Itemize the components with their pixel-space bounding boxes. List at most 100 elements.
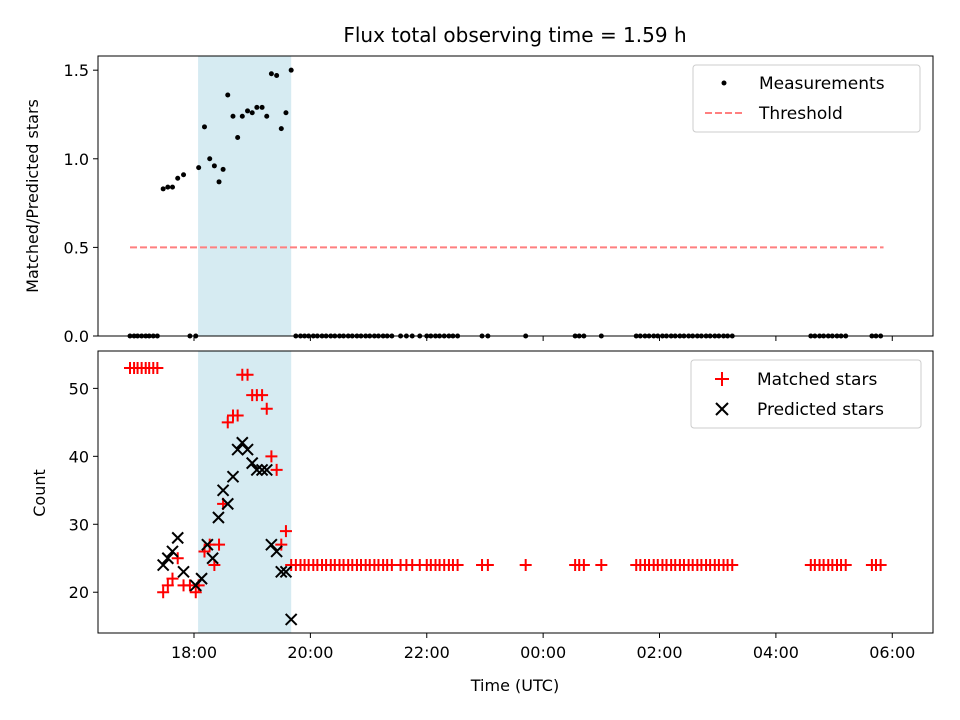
x-tick-label: 02:00: [636, 643, 682, 662]
top-y-tick-label: 0.0: [64, 327, 89, 346]
bottom-y-tick-label: 40: [69, 447, 89, 466]
matched-star-point: [265, 450, 278, 463]
x-tick-label: 04:00: [753, 643, 799, 662]
matched-star-point: [241, 368, 254, 381]
matched-star-point: [260, 402, 273, 415]
legend-marker-predicted: [715, 402, 729, 416]
predicted-star-point: [212, 511, 225, 524]
measurement-point: [230, 113, 236, 119]
legend-label-matched: Matched stars: [757, 370, 877, 390]
matched-star-point: [151, 361, 164, 374]
x-tick-label: 18:00: [171, 643, 217, 662]
measurement-point: [254, 104, 260, 110]
bottom-predicted-points: [156, 436, 298, 626]
measurement-point: [235, 135, 241, 141]
predicted-star-point: [231, 443, 244, 456]
bottom-y-tick-label: 50: [69, 379, 89, 398]
top-axis-ticks: 0.0 0.5 1.0 1.5: [64, 61, 893, 346]
measurement-point: [274, 72, 280, 78]
measurement-point: [216, 179, 222, 185]
measurement-point: [201, 124, 207, 130]
predicted-star-point: [226, 470, 240, 483]
measurement-point: [268, 71, 274, 77]
measurement-point: [211, 163, 217, 169]
matched-star-point: [157, 586, 170, 599]
measurement-point: [259, 104, 265, 110]
top-shaded-region: [198, 56, 292, 336]
measurement-point: [249, 110, 255, 116]
legend-label-measurements: Measurements: [759, 74, 885, 94]
matched-star-point: [519, 559, 532, 572]
bottom-axes-frame: [97, 350, 934, 634]
matched-star-point: [213, 538, 226, 551]
bottom-legend-box: [690, 359, 922, 429]
measurement-point: [196, 165, 202, 171]
matched-star-point: [231, 409, 244, 422]
bottom-y-tick-label: 20: [69, 583, 89, 602]
matched-star-point: [726, 559, 739, 572]
measurement-point: [165, 184, 171, 190]
x-tick-label: 06:00: [869, 643, 915, 662]
predicted-star-point: [216, 484, 230, 497]
matched-star-point: [481, 559, 494, 572]
matched-star-point: [275, 538, 288, 551]
x-tick-label: 20:00: [287, 643, 333, 662]
matched-star-point: [161, 579, 174, 592]
measurement-point: [278, 126, 284, 132]
predicted-star-point: [245, 456, 259, 470]
measurement-point: [207, 156, 213, 162]
chart-title: Flux total observing time = 1.59 h: [343, 23, 686, 47]
bottom-y-axis-label: Count: [30, 469, 49, 517]
predicted-star-point: [221, 497, 234, 511]
matched-star-point: [221, 416, 234, 429]
predicted-star-point: [284, 613, 298, 626]
x-tick-label: 00:00: [520, 643, 566, 662]
top-shaded-region-layer: [198, 56, 292, 336]
predicted-star-point: [270, 545, 283, 558]
matched-star-point: [279, 525, 292, 538]
measurement-point: [175, 175, 181, 181]
matched-star-point: [166, 572, 179, 585]
measurement-point: [225, 92, 231, 98]
predicted-star-point: [171, 531, 184, 545]
matched-star-point: [839, 559, 852, 572]
bottom-matched-points: [124, 361, 887, 599]
predicted-star-point: [265, 538, 278, 551]
measurement-point: [160, 186, 166, 192]
bottom-legend: Matched stars Predicted stars: [690, 359, 922, 429]
top-axes-frame: [97, 55, 934, 337]
measurement-point: [220, 166, 226, 172]
matched-star-point: [171, 552, 184, 565]
matched-star-point: [270, 463, 283, 476]
matched-star-point: [595, 559, 608, 572]
matched-star-point: [256, 389, 269, 402]
legend-label-predicted: Predicted stars: [757, 400, 884, 420]
measurement-point: [283, 110, 289, 116]
legend-marker-matched: [715, 372, 729, 386]
top-panel: 0.0 0.5 1.0 1.5 Flux total observing time =…: [23, 23, 934, 346]
predicted-star-point: [279, 565, 293, 579]
matched-star-point: [874, 559, 887, 572]
measurement-point: [239, 113, 245, 119]
predicted-star-point: [255, 463, 269, 477]
top-legend-box: [692, 64, 921, 133]
measurement-point: [288, 67, 294, 73]
top-y-axis-label: Matched/Predicted stars: [23, 99, 42, 293]
predicted-star-point: [166, 545, 179, 558]
matched-star-point: [577, 559, 590, 572]
x-tick-label: 22:00: [404, 643, 450, 662]
bottom-shaded-region: [198, 351, 292, 633]
measurement-point: [264, 113, 270, 119]
predicted-star-point: [195, 572, 208, 585]
predicted-star-point: [201, 538, 214, 551]
bottom-shaded-region-layer: [198, 351, 292, 633]
measurement-point: [245, 108, 251, 114]
bottom-y-tick-label: 30: [69, 515, 89, 534]
measurement-point: [181, 172, 187, 178]
predicted-star-point: [236, 436, 249, 449]
predicted-star-point: [156, 558, 170, 572]
top-y-tick-label: 0.5: [64, 238, 89, 257]
predicted-star-point: [275, 565, 288, 579]
matched-star-point: [451, 559, 464, 572]
